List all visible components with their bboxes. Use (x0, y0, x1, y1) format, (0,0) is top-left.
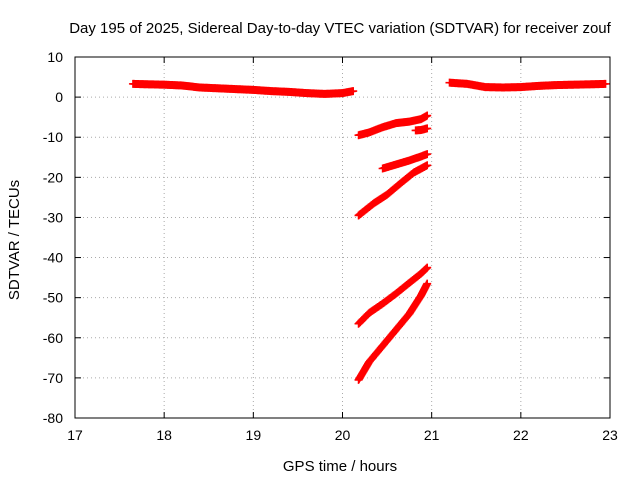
data-series-6 (354, 161, 432, 220)
y-tick-label: 10 (47, 49, 63, 65)
data-series-8 (354, 279, 432, 384)
y-tick-label: 0 (55, 89, 63, 105)
data-series-4 (411, 124, 432, 135)
data-point (423, 111, 432, 120)
data-point (423, 263, 432, 272)
data-point (423, 124, 432, 133)
axis-ticks: 17 18 19 20 21 22 23 10 0 -10 -20 -30 -40 -50 -60 -70 -8… (43, 49, 618, 443)
data-series-7 (354, 263, 432, 328)
y-tick-label: -80 (43, 410, 63, 426)
x-axis-label: GPS time / hours (283, 458, 397, 475)
x-tick-label: 23 (602, 427, 618, 443)
y-tick-label: -30 (43, 209, 63, 225)
chart-title: Day 195 of 2025, Sidereal Day-to-day VTE… (69, 20, 611, 37)
data-point (601, 79, 610, 88)
data-series-2 (445, 78, 610, 92)
data-series-3 (354, 111, 432, 140)
x-tick-label: 18 (156, 427, 172, 443)
y-tick-label: -60 (43, 330, 63, 346)
data-point (423, 161, 432, 170)
data-series-1 (128, 79, 358, 98)
y-tick-label: -40 (43, 250, 63, 266)
y-tick-label: -50 (43, 290, 63, 306)
data-series-5 (378, 150, 432, 173)
data-point (423, 150, 432, 159)
x-tick-label: 22 (513, 427, 529, 443)
data-point (423, 279, 432, 288)
x-tick-label: 21 (424, 427, 440, 443)
x-tick-label: 20 (335, 427, 351, 443)
data-points (128, 78, 610, 384)
grid-lines (75, 57, 610, 418)
y-axis-label: SDTVAR / TECUs (6, 180, 23, 300)
data-point (349, 87, 358, 96)
y-tick-label: -70 (43, 370, 63, 386)
y-tick-label: -20 (43, 169, 63, 185)
y-tick-label: -10 (43, 129, 63, 145)
x-tick-label: 19 (246, 427, 262, 443)
x-tick-label: 17 (67, 427, 83, 443)
